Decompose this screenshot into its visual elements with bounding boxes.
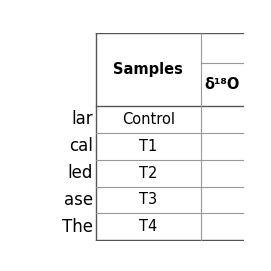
Text: The: The <box>62 218 93 236</box>
Text: cal: cal <box>69 137 93 155</box>
Text: δ¹⁸O: δ¹⁸O <box>204 77 240 92</box>
Text: led: led <box>67 164 93 182</box>
Text: T2: T2 <box>139 166 157 180</box>
Text: T1: T1 <box>139 138 157 154</box>
Text: Samples: Samples <box>113 62 183 77</box>
Text: T4: T4 <box>139 220 157 234</box>
Text: lar: lar <box>71 110 93 128</box>
Text: Control: Control <box>122 112 175 127</box>
Text: T3: T3 <box>139 192 157 208</box>
Text: ase: ase <box>64 191 93 209</box>
